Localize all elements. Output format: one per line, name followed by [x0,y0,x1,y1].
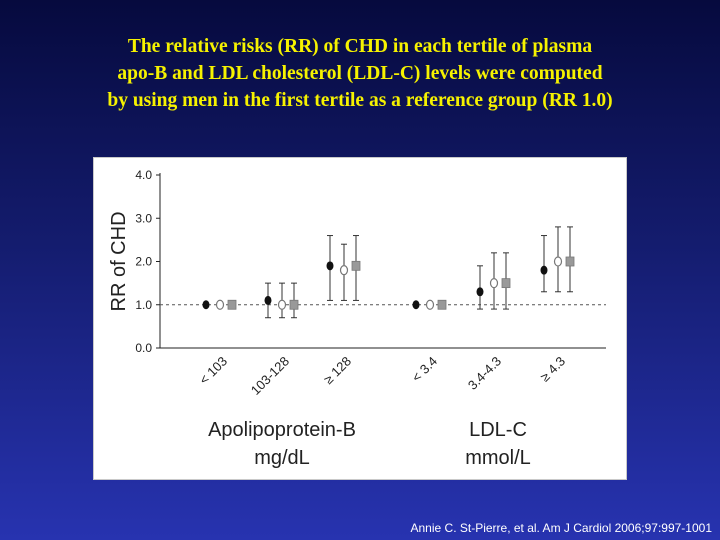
group-unit-label: mg/dL [254,447,310,469]
point-filled-circle [202,300,210,310]
point-square [501,278,511,289]
rr-chart: 0.0 1.0 2.0 3.0 4.0 RR of CHD < 103 103-128 ≥ 12… [108,168,606,469]
point-open-circle [277,299,287,310]
title-line-1: The relative risks (RR) of CHD in each t… [127,36,593,57]
point-filled-circle [476,287,484,297]
point-open-circle [553,256,563,267]
point-filled-circle [412,300,420,310]
point-filled-circle [264,295,272,305]
point-open-circle [339,265,349,276]
y-axis-label: RR of CHD [108,211,130,311]
point-filled-circle [326,261,334,271]
group-unit-label: mmol/L [465,447,531,469]
citation: Annie C. St-Pierre, et al. Am J Cardiol … [410,521,713,535]
y-tick-label: 4.0 [135,168,152,182]
point-open-circle [425,299,435,310]
y-tick-label: 3.0 [135,211,152,225]
chart-panel: 0.0 1.0 2.0 3.0 4.0 RR of CHD < 103 103-128 ≥ 12… [93,157,627,480]
point-square [351,260,361,271]
y-tick-label: 0.0 [135,341,152,355]
group-label: Apolipoprotein-B [208,419,356,441]
point-open-circle [215,299,225,310]
point-square [227,299,237,310]
y-tick-label: 2.0 [135,255,152,269]
x-category-label: ≥ 128 [321,354,355,388]
title-line-3: by using men in the first tertile as a r… [107,90,613,111]
x-category-label: 103-128 [248,354,292,398]
title-line-2: apo-B and LDL cholesterol (LDL-C) levels… [117,63,603,84]
point-square [565,256,575,267]
x-category-label: ≥ 4.3 [537,354,568,385]
point-square [289,299,299,310]
x-category-label: 3.4-4.3 [465,354,504,393]
x-category-label: < 103 [196,354,230,388]
point-open-circle [489,278,499,289]
slide-title: The relative risks (RR) of CHD in each t… [10,33,710,114]
x-category-label: < 3.4 [409,354,440,385]
y-tick-label: 1.0 [135,298,152,312]
point-filled-circle [540,265,548,275]
point-square [437,299,447,310]
group-label: LDL-C [469,419,527,441]
